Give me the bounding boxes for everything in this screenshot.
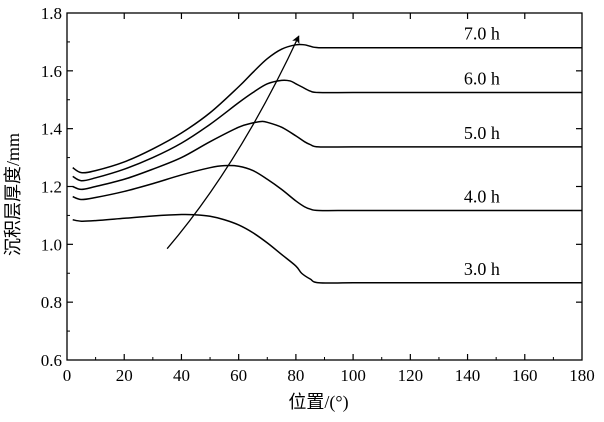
x-tick-label: 60 xyxy=(230,366,247,385)
annotation-layer xyxy=(166,35,300,250)
y-tick-label: 1.2 xyxy=(41,178,62,197)
trend-arrow xyxy=(166,35,300,250)
x-tick-label: 100 xyxy=(340,366,366,385)
x-tick-label: 140 xyxy=(455,366,481,385)
y-tick-label: 1.8 xyxy=(41,4,62,23)
series-line-5-0h xyxy=(72,120,582,191)
x-tick-label: 40 xyxy=(173,366,190,385)
series-line-7-0h xyxy=(72,43,582,174)
x-tick-label: 20 xyxy=(116,366,133,385)
x-tick-label: 80 xyxy=(287,366,304,385)
axes-layer: 0 20 40 60 80 100 120 140 160 180 0.6 0.8 1.0 1.2 1.4 1… xyxy=(41,4,595,385)
series-label: 5.0 h xyxy=(464,123,500,143)
series-label: 3.0 h xyxy=(464,259,500,279)
x-axis-label: 位置/(°) xyxy=(288,392,348,413)
series-label: 4.0 h xyxy=(464,187,500,207)
x-tick-label: 180 xyxy=(569,366,595,385)
x-tick-label: 0 xyxy=(63,366,72,385)
label-layer: 位置/(°) 沉积层厚度/mm 3.0 h 4.0 h 5.0 h 6.0 h 7.0 h xyxy=(3,24,500,413)
series-label: 6.0 h xyxy=(464,69,500,89)
series-line-3-0h xyxy=(72,213,582,284)
series-line-4-0h xyxy=(72,164,582,212)
y-tick-label: 0.8 xyxy=(41,293,62,312)
series-line-6-0h xyxy=(72,79,582,182)
series-layer xyxy=(72,43,582,284)
y-axis-label: 沉积层厚度/mm xyxy=(3,133,23,256)
y-tick-label: 1.4 xyxy=(41,120,63,139)
y-tick-label: 0.6 xyxy=(41,351,62,370)
y-tick-label: 1.6 xyxy=(41,62,62,81)
series-label: 7.0 h xyxy=(464,24,500,44)
y-tick-label: 1.0 xyxy=(41,235,62,254)
x-tick-label: 120 xyxy=(398,366,424,385)
x-tick-label: 160 xyxy=(512,366,538,385)
